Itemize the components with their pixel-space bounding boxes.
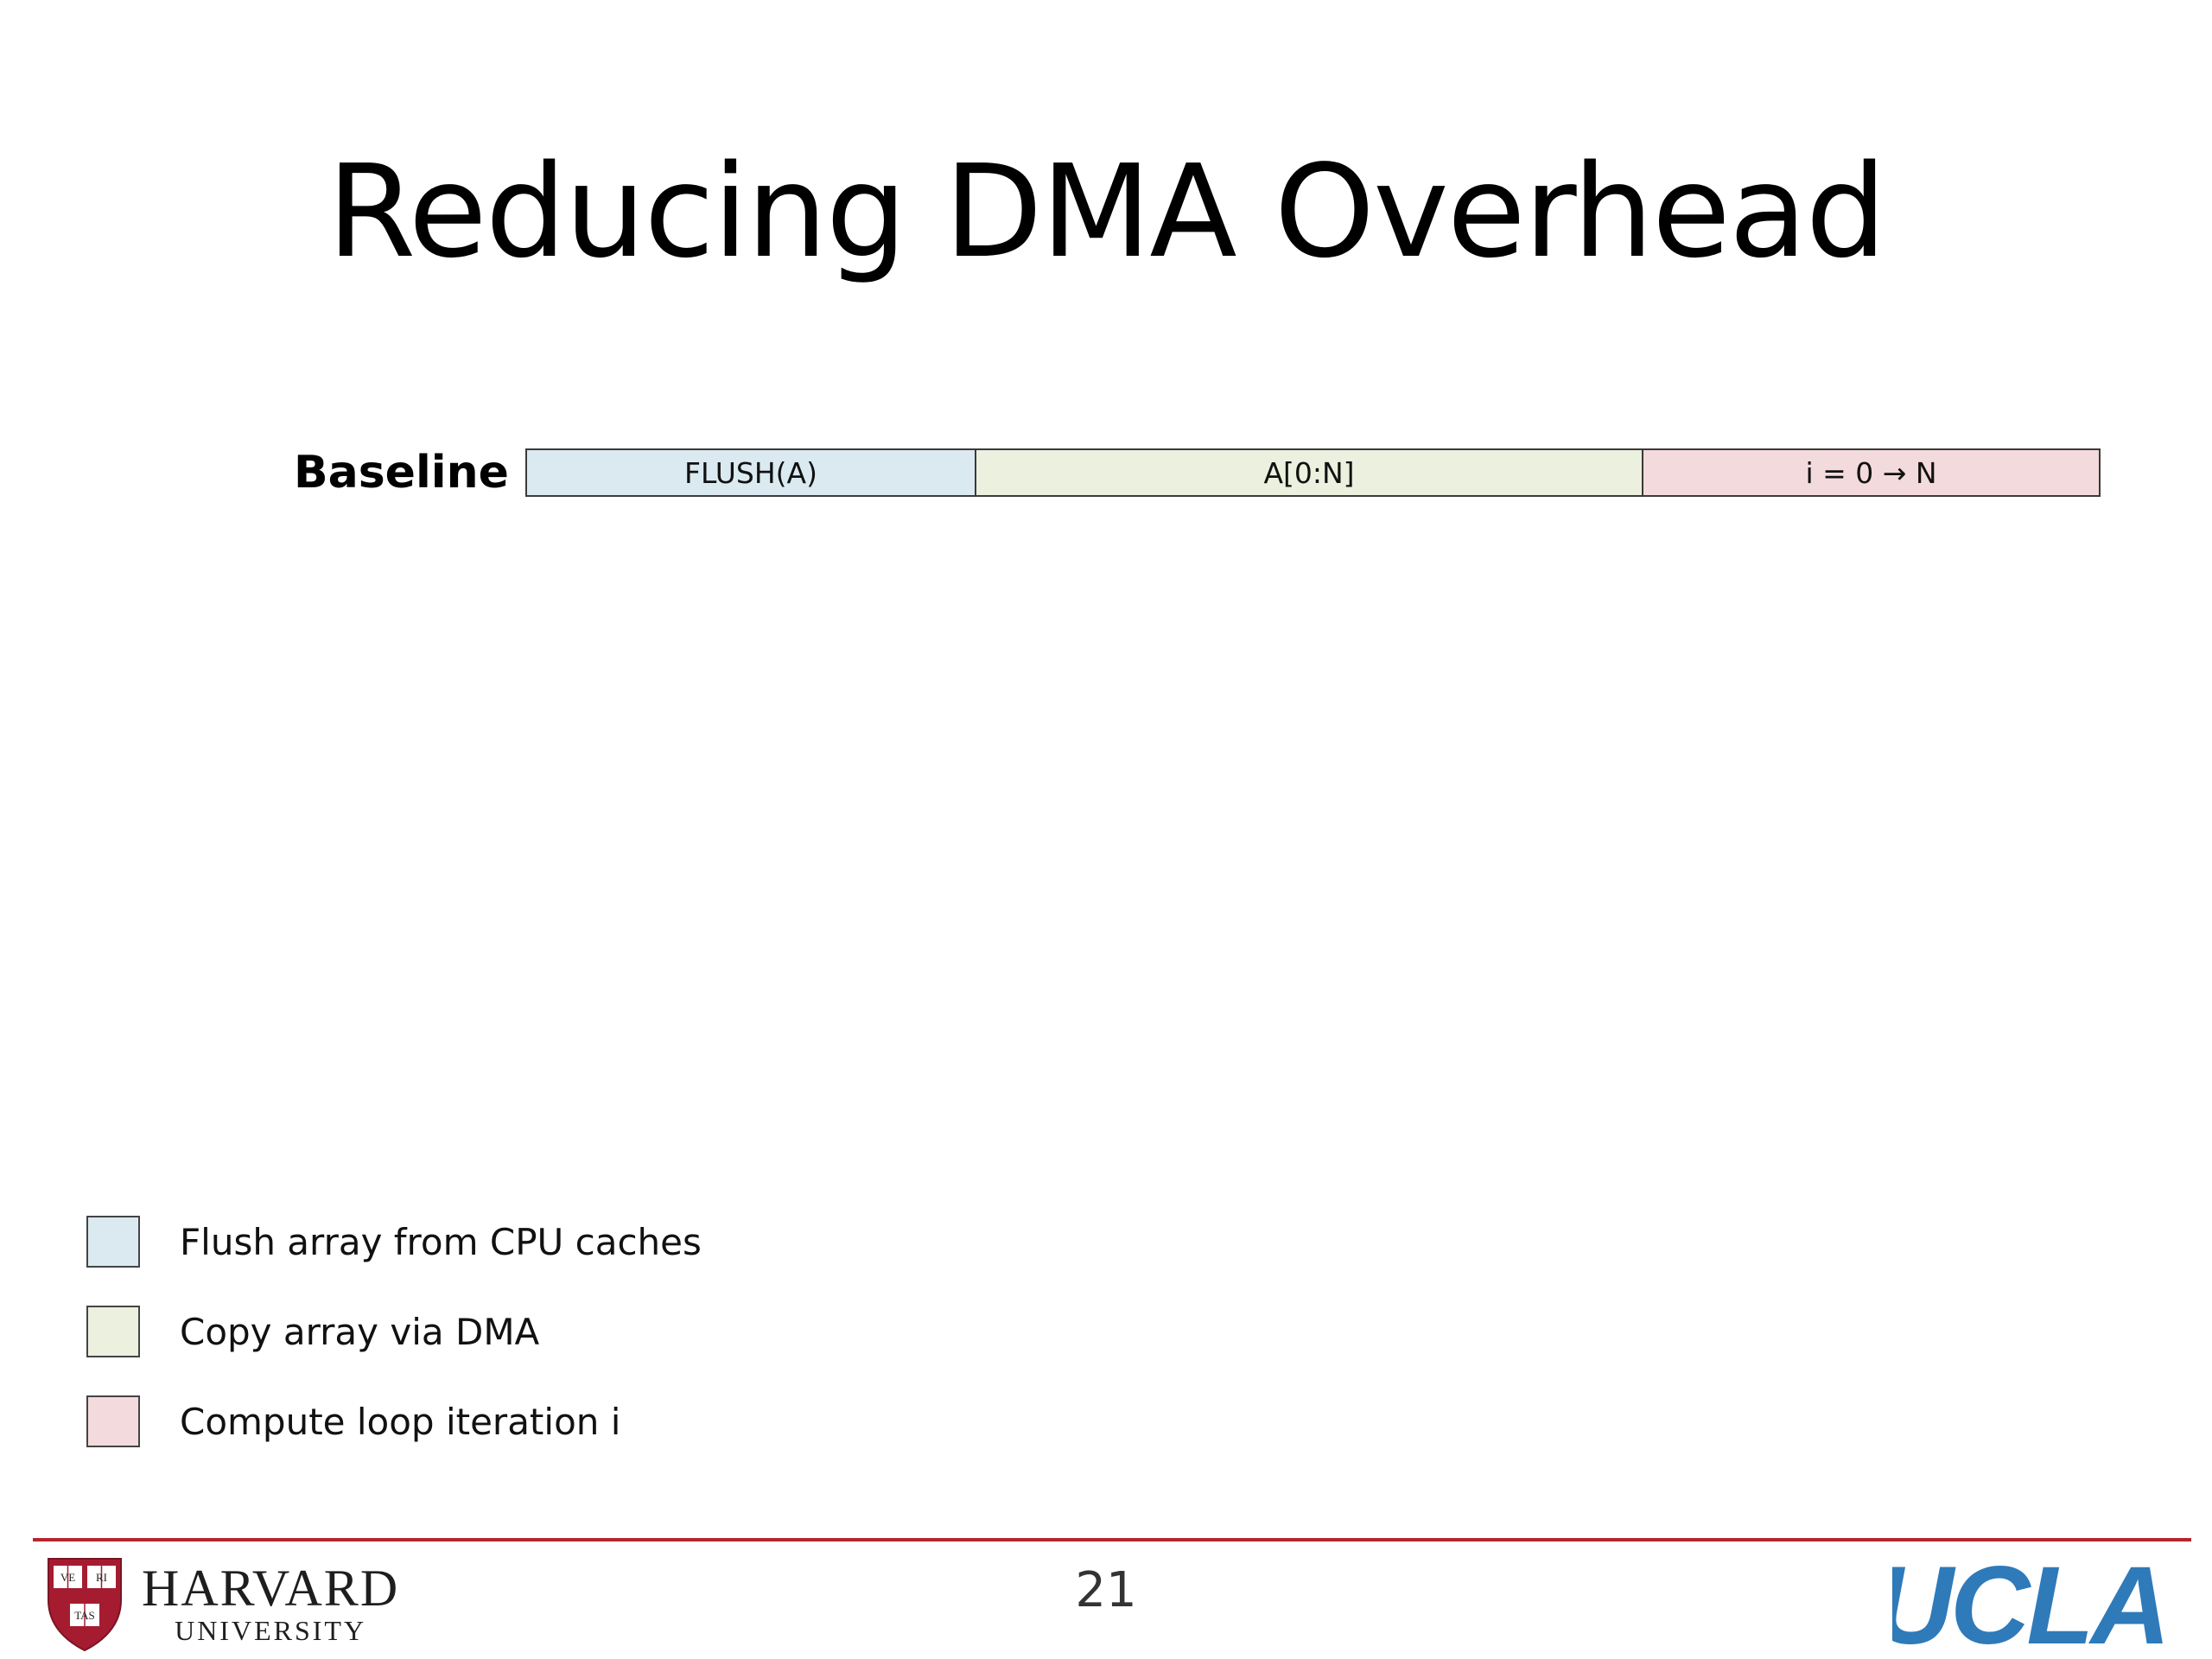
baseline-timeline-bar: FLUSH(A) A[0:N] i = 0 → N xyxy=(525,448,2101,497)
legend-item-flush: Flush array from CPU caches xyxy=(86,1214,702,1269)
shield-text-ve: VE xyxy=(60,1571,75,1584)
legend-label-flush: Flush array from CPU caches xyxy=(180,1220,702,1263)
shield-text-ri: RI xyxy=(96,1571,107,1584)
legend-swatch-flush xyxy=(86,1216,140,1268)
segment-flush: FLUSH(A) xyxy=(527,450,976,495)
ucla-logo: UCLA xyxy=(1892,1552,2169,1656)
baseline-row-label: Baseline xyxy=(294,447,509,499)
harvard-name: HARVARD xyxy=(142,1560,400,1617)
harvard-wordmark: HARVARD UNIVERSITY xyxy=(142,1561,399,1646)
shield-text-tas: TAS xyxy=(74,1609,95,1622)
slide-title: Reducing DMA Overhead xyxy=(327,137,1886,286)
harvard-shield-icon: VE RI TAS xyxy=(48,1558,122,1652)
ucla-logo-text: UCLA xyxy=(1892,1552,2167,1656)
legend-swatch-dma-copy xyxy=(86,1306,140,1357)
segment-compute: i = 0 → N xyxy=(1643,450,2099,495)
footer-divider xyxy=(33,1538,2191,1541)
legend-swatch-compute xyxy=(86,1395,140,1447)
segment-dma-copy: A[0:N] xyxy=(976,450,1643,495)
legend-label-dma-copy: Copy array via DMA xyxy=(180,1310,540,1353)
harvard-logo: VE RI TAS HARVARD UNIVERSITY xyxy=(45,1555,399,1652)
harvard-subtitle: UNIVERSITY xyxy=(175,1615,367,1646)
legend-item-compute: Compute loop iteration i xyxy=(86,1394,702,1449)
legend-label-compute: Compute loop iteration i xyxy=(180,1400,621,1443)
page-number: 21 xyxy=(1075,1562,1137,1618)
legend: Flush array from CPU caches Copy array v… xyxy=(86,1214,702,1484)
legend-item-dma-copy: Copy array via DMA xyxy=(86,1304,702,1359)
